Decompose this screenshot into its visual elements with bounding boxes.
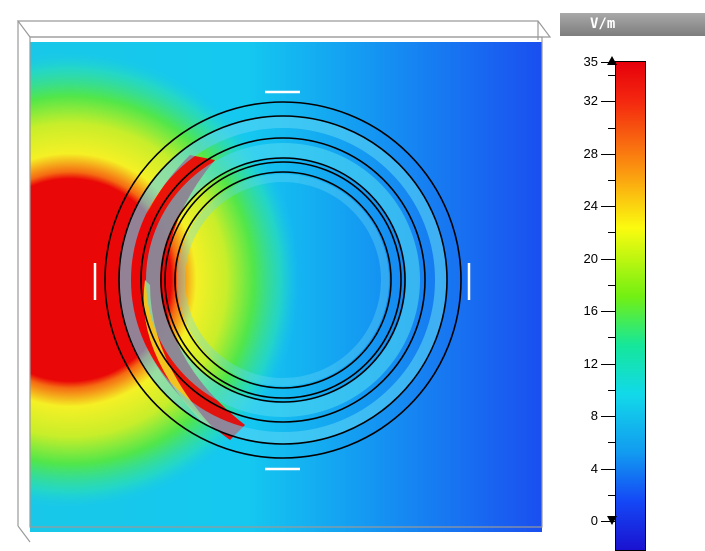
colorbar-tick-label: 32 — [583, 93, 598, 109]
inner-ring-inner-edge — [174, 171, 392, 389]
colorbar-minor-tick — [608, 232, 615, 234]
colorbar-tick-label: 12 — [583, 355, 598, 371]
colorbar-tick-mark — [601, 363, 615, 365]
colorbar-tick-mark — [601, 416, 615, 418]
colorbar-tick-mark — [601, 468, 615, 470]
unit-label: V/m — [560, 13, 705, 36]
colorbar-tick-label: 24 — [583, 198, 598, 214]
middle-ring-outer-edge — [140, 137, 426, 423]
field-map — [30, 42, 542, 532]
colorbar-tick-label: 16 — [583, 303, 598, 319]
colorbar-legend: V/m 35 32 28 24 20 16 12 8 4 0 — [560, 0, 705, 551]
colorbar-minor-tick — [608, 75, 615, 77]
bounding-box — [16, 20, 552, 543]
gap-markers — [93, 90, 471, 471]
colorbar-minor-tick — [608, 389, 615, 391]
colorbar-tick-mark — [601, 206, 615, 208]
min-arrow-icon — [607, 516, 617, 525]
colorbar-tick-mark — [601, 258, 615, 260]
outer-ring-outer-edge — [104, 101, 462, 459]
colorbar-tick-mark — [601, 62, 615, 63]
colorbar-tick-mark — [601, 521, 615, 522]
colorbar-minor-tick — [608, 337, 615, 339]
colorbar-minor-tick — [608, 494, 615, 496]
field-plot — [16, 20, 552, 543]
colorbar-tick-mark — [601, 101, 615, 103]
colorbar-tick-mark — [601, 153, 615, 155]
colorbar-tick-label: 20 — [583, 250, 598, 266]
colorbar-minor-tick — [608, 284, 615, 286]
colorbar-gradient — [615, 61, 646, 551]
max-arrow-icon — [607, 56, 617, 65]
colorbar-tick-label: 8 — [590, 408, 598, 424]
colorbar-tick-label: 28 — [583, 145, 598, 161]
colorbar-tick-mark — [601, 311, 615, 313]
colorbar-minor-tick — [608, 180, 615, 182]
colorbar-tick-label: 35 — [583, 54, 598, 69]
colorbar-minor-tick — [608, 127, 615, 129]
resonator-rings — [104, 101, 462, 459]
middle-ring-inner-edge — [160, 157, 406, 403]
outer-ring-inner-edge — [118, 115, 448, 445]
colorbar-tick-label: 0 — [590, 513, 598, 528]
inner-ring-outer-edge — [164, 161, 402, 399]
colorbar-minor-tick — [608, 442, 615, 444]
colorbar-tick-label: 4 — [590, 460, 598, 476]
